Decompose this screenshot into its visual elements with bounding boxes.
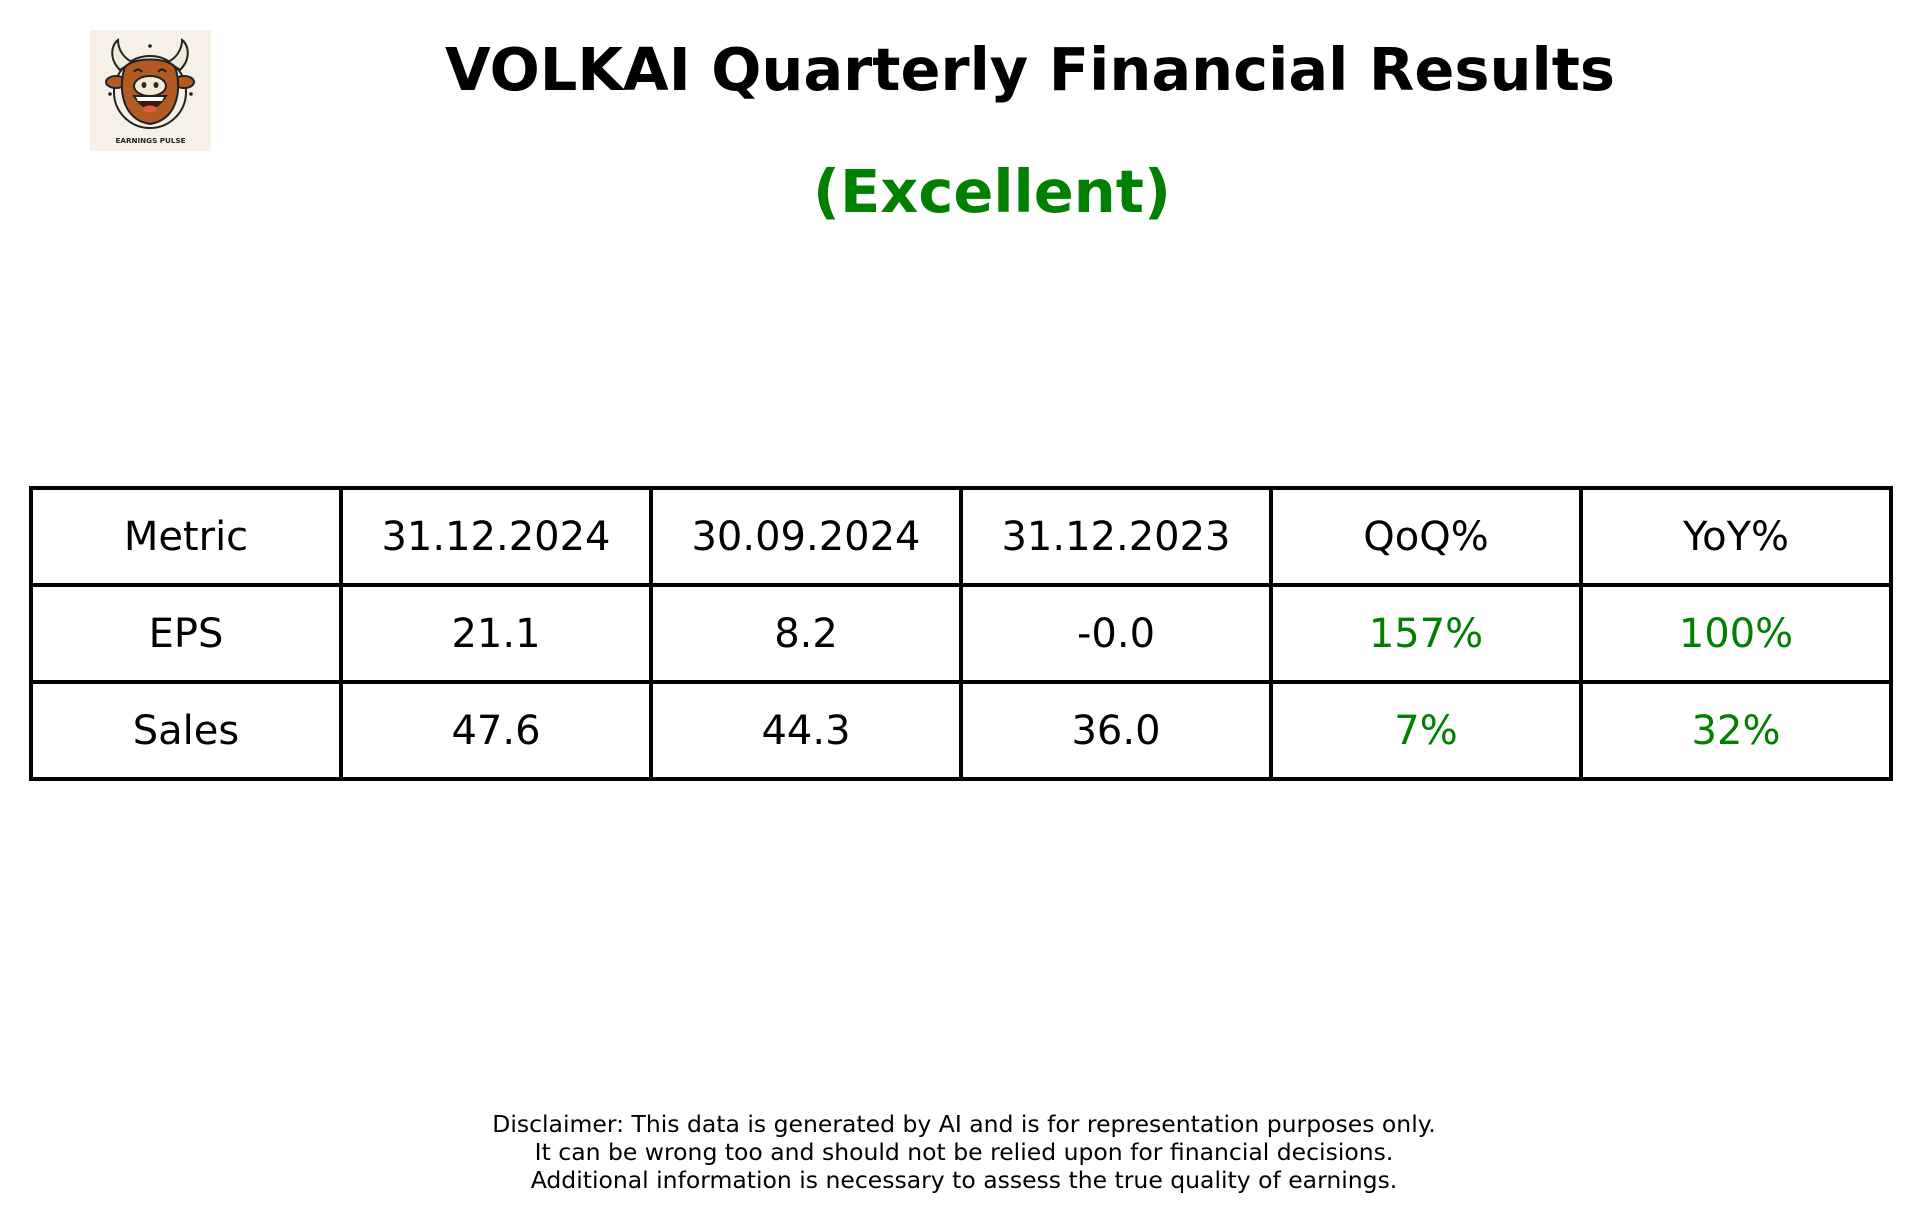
disclaimer-line: Additional information is necessary to a… (530, 1166, 1398, 1194)
previous-quarter-value: 44.3 (649, 680, 963, 781)
table-header-row: Metric 31.12.2024 30.09.2024 31.12.2023 … (29, 486, 1893, 587)
column-header-metric: Metric (29, 486, 343, 587)
table-row-sales: Sales 47.6 44.3 36.0 7% 32% (29, 680, 1893, 781)
column-header-year-ago-quarter: 31.12.2023 (959, 486, 1273, 587)
earnings-pulse-logo: EARNINGS PULSE (90, 30, 211, 151)
table-row-eps: EPS 21.1 8.2 -0.0 157% 100% (29, 583, 1893, 684)
rating-badge: (Excellent) (813, 157, 1171, 226)
page-title: VOLKAI Quarterly Financial Results (444, 35, 1616, 104)
yoy-change: 100% (1579, 583, 1893, 684)
disclaimer: Disclaimer: This data is generated by AI… (0, 1110, 1919, 1194)
svg-text:EARNINGS PULSE: EARNINGS PULSE (115, 136, 185, 145)
year-ago-quarter-value: -0.0 (959, 583, 1273, 684)
financial-results-table: Metric 31.12.2024 30.09.2024 31.12.2023 … (29, 486, 1893, 781)
column-header-current-quarter: 31.12.2024 (339, 486, 653, 587)
yoy-change: 32% (1579, 680, 1893, 781)
qoq-change: 7% (1269, 680, 1583, 781)
metric-label: Sales (29, 680, 343, 781)
disclaimer-line: It can be wrong too and should not be re… (534, 1138, 1394, 1166)
previous-quarter-value: 8.2 (649, 583, 963, 684)
column-header-qoq: QoQ% (1269, 486, 1583, 587)
disclaimer-line: Disclaimer: This data is generated by AI… (492, 1110, 1436, 1138)
year-ago-quarter-value: 36.0 (959, 680, 1273, 781)
metric-label: EPS (29, 583, 343, 684)
bull-mascot-icon: EARNINGS PULSE (105, 38, 195, 145)
column-header-previous-quarter: 30.09.2024 (649, 486, 963, 587)
current-quarter-value: 47.6 (339, 680, 653, 781)
column-header-yoy: YoY% (1579, 486, 1893, 587)
qoq-change: 157% (1269, 583, 1583, 684)
current-quarter-value: 21.1 (339, 583, 653, 684)
